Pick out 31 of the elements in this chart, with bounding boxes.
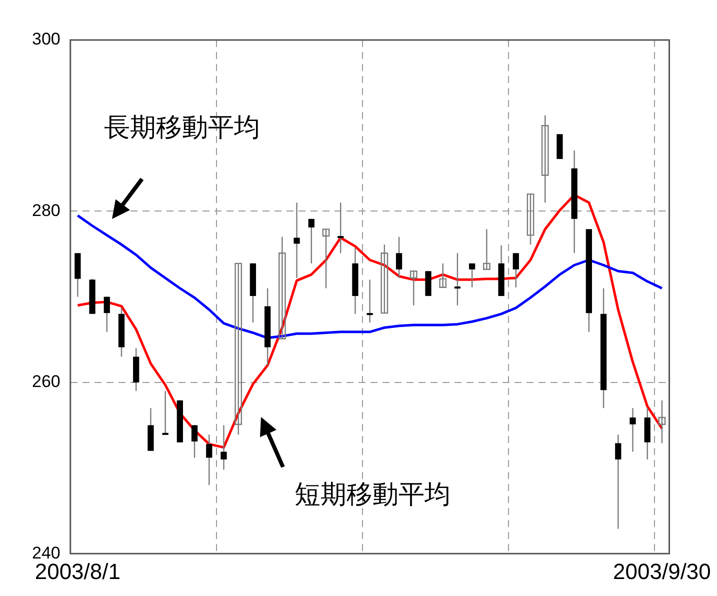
candlestick (658, 400, 666, 444)
x-tick-label: 2003/9/30 (613, 558, 711, 584)
candlestick (220, 424, 227, 470)
candlestick (541, 114, 549, 204)
candlestick (338, 202, 344, 254)
candlestick (410, 270, 418, 306)
candlestick (454, 252, 461, 306)
y-tick-label: 280 (32, 200, 60, 220)
candlestick (469, 262, 476, 288)
candlestick (234, 262, 242, 436)
candlestick (322, 228, 330, 289)
candlestick (483, 228, 490, 270)
candlestick (162, 390, 168, 436)
candlestick (439, 262, 447, 288)
candlestick (308, 218, 314, 264)
candlestick (104, 296, 110, 332)
text: 長期移動平均 (104, 112, 260, 142)
candlestick (512, 252, 519, 288)
candlestick (615, 434, 622, 530)
candlestick (396, 236, 402, 279)
candlestick (630, 407, 636, 452)
candlestick (526, 193, 534, 246)
y-tick-label: 300 (32, 30, 60, 49)
candlestick (278, 236, 286, 340)
text: 短期移動平均 (294, 479, 451, 510)
candlestick (206, 434, 212, 486)
candlestick (366, 279, 373, 324)
candlestick (191, 424, 198, 458)
candlestick (294, 202, 300, 279)
candlestick (380, 244, 388, 314)
y-tick-label: 260 (32, 372, 60, 392)
